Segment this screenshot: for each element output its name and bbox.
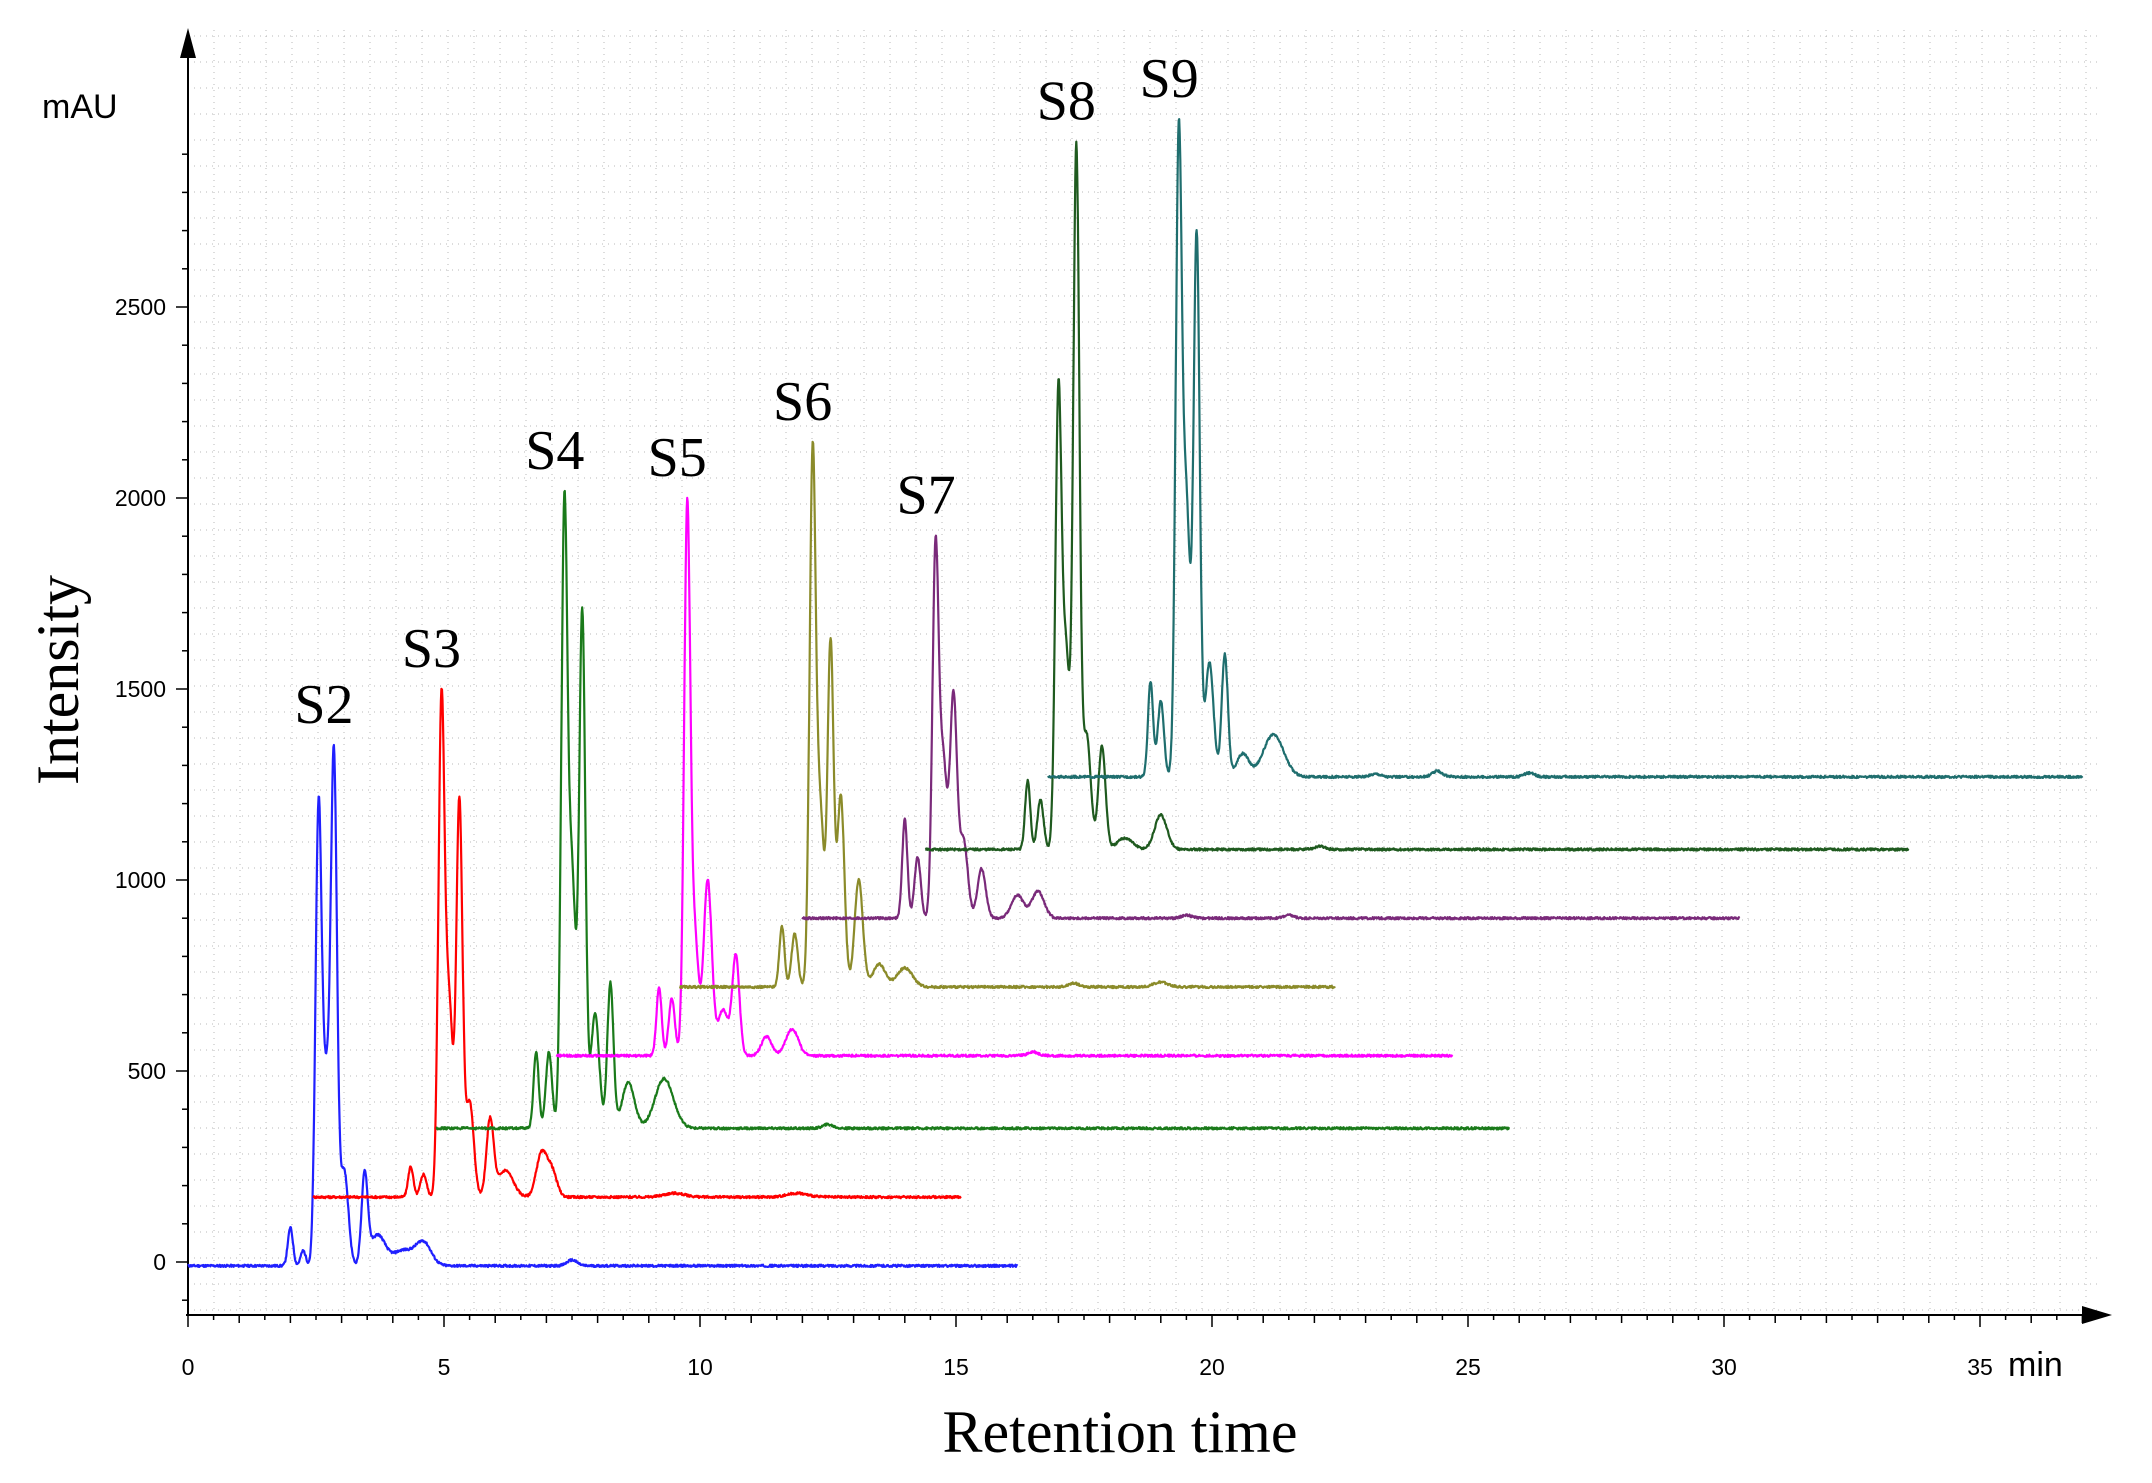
y-tick-label: 2500 bbox=[115, 294, 166, 320]
series-line-s8 bbox=[924, 140, 1910, 852]
series-line-s9 bbox=[1047, 118, 2084, 780]
series-line-s7 bbox=[801, 534, 1741, 921]
series-label-s5: S5 bbox=[648, 427, 707, 489]
x-tick-label: 30 bbox=[1711, 1354, 1737, 1380]
series-label-s7: S7 bbox=[896, 465, 955, 527]
y-tick-label: 500 bbox=[128, 1058, 166, 1084]
y-tick-label: 1500 bbox=[115, 676, 166, 702]
x-axis-arrow bbox=[2082, 1306, 2112, 1324]
series-line-s5 bbox=[555, 496, 1454, 1059]
x-unit-label: min bbox=[2008, 1346, 2063, 1384]
y-tick-label: 2000 bbox=[115, 485, 166, 511]
labels-group: S2 S3 S4 S5 S6 S7 S8 S9 bbox=[294, 48, 1198, 736]
axes bbox=[180, 28, 2112, 1324]
series-label-s4: S4 bbox=[525, 420, 584, 482]
series-line-s6 bbox=[678, 440, 1336, 990]
y-tick-label: 0 bbox=[153, 1249, 166, 1275]
y-unit-label: mAU bbox=[42, 88, 118, 126]
x-tick-label: 25 bbox=[1455, 1354, 1481, 1380]
ticks: 0 5 10 15 20 25 30 35 0 500 1000 1500 2000 2500 bbox=[115, 153, 2084, 1380]
series-line-s2 bbox=[187, 743, 1019, 1269]
series-label-s6: S6 bbox=[773, 371, 832, 433]
series-label-s9: S9 bbox=[1140, 48, 1199, 110]
x-tick-label: 15 bbox=[943, 1354, 969, 1380]
series-label-s8: S8 bbox=[1037, 71, 1096, 133]
x-axis-title: Retention time bbox=[943, 1399, 1298, 1465]
x-tick-label: 0 bbox=[182, 1354, 195, 1380]
series-line-s3 bbox=[312, 687, 962, 1200]
x-tick-label: 5 bbox=[438, 1354, 451, 1380]
y-axis-title: Intensity bbox=[25, 575, 91, 785]
y-axis-arrow bbox=[180, 28, 196, 58]
y-tick-label: 1000 bbox=[115, 867, 166, 893]
series-label-s2: S2 bbox=[294, 674, 353, 736]
x-tick-label: 20 bbox=[1199, 1354, 1225, 1380]
series-label-s3: S3 bbox=[402, 618, 461, 680]
grid bbox=[187, 30, 2102, 1315]
series-line-s4 bbox=[435, 489, 1511, 1131]
series-group bbox=[187, 118, 2084, 1269]
x-tick-label: 10 bbox=[687, 1354, 713, 1380]
x-tick-label: 35 bbox=[1967, 1354, 1993, 1380]
